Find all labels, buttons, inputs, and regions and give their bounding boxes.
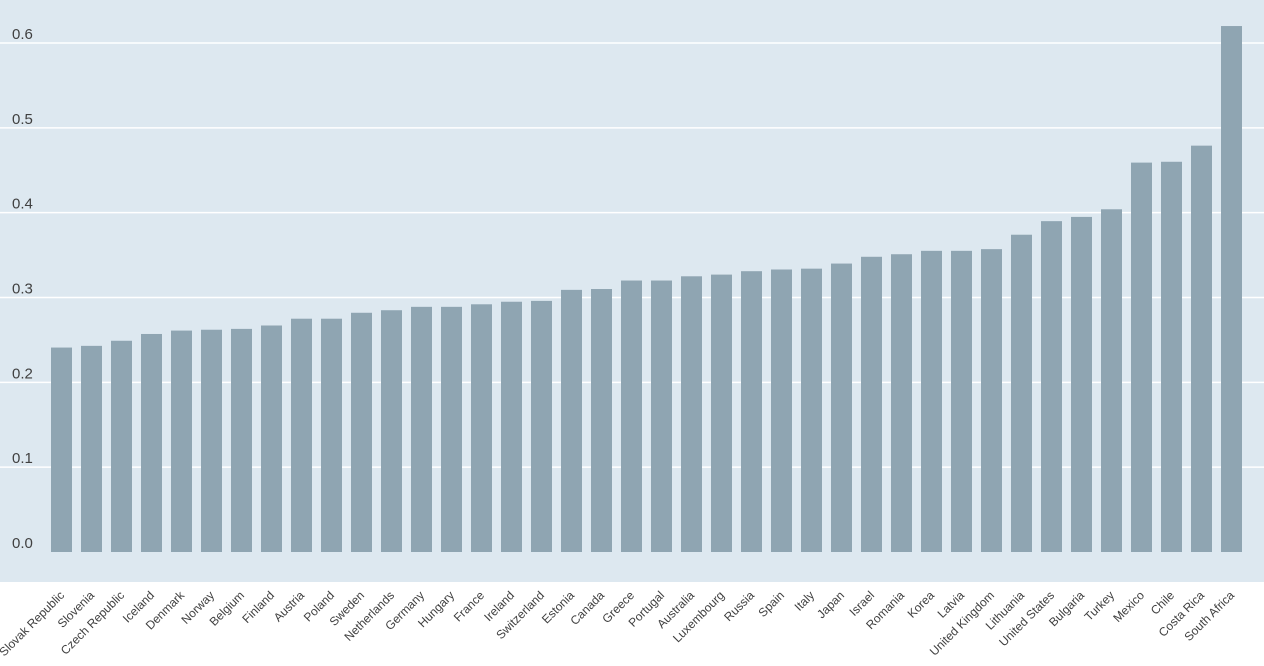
bar: [651, 280, 672, 552]
bar: [351, 312, 372, 552]
bar: [201, 329, 222, 552]
bar: [291, 318, 312, 552]
bar: [411, 306, 432, 552]
bar: [951, 250, 972, 552]
bar: [51, 347, 72, 552]
bar: [921, 250, 942, 552]
y-tick-label: 0.0: [12, 535, 33, 552]
bar: [531, 300, 552, 552]
x-tick-label: Canada: [567, 588, 607, 628]
x-tick-label: Turkey: [1082, 588, 1118, 624]
bar: [861, 256, 882, 552]
x-tick-label: Spain: [756, 588, 788, 620]
y-tick-label: 0.1: [12, 450, 33, 467]
bar: [681, 276, 702, 552]
bar: [1071, 216, 1092, 553]
bar: [111, 340, 132, 552]
bar: [381, 310, 402, 552]
bar: [81, 345, 102, 552]
y-tick-label: 0.5: [12, 111, 33, 128]
x-tick-label: Austria: [271, 588, 308, 625]
x-tick-label: Russia: [721, 588, 757, 624]
bar: [711, 274, 732, 552]
y-tick-label: 0.6: [12, 26, 33, 43]
x-tick-label: Japan: [814, 588, 847, 621]
bar: [981, 249, 1002, 552]
y-tick-label: 0.3: [12, 281, 33, 298]
bar: [1101, 209, 1122, 553]
bar: [1161, 161, 1182, 552]
bar: [261, 325, 282, 552]
bar: [1191, 145, 1212, 553]
bar: [471, 304, 492, 552]
y-tick-label: 0.4: [12, 196, 33, 213]
bar: [1041, 221, 1062, 552]
bar: [831, 263, 852, 552]
bar: [1221, 26, 1242, 553]
bar: [591, 289, 612, 552]
x-tick-label: Finland: [239, 588, 277, 626]
bar: [891, 254, 912, 553]
y-tick-label: 0.2: [12, 365, 33, 382]
bar: [771, 269, 792, 552]
bar: [321, 318, 342, 552]
x-tick-label: Italy: [792, 588, 817, 613]
bar: [561, 289, 582, 552]
bar: [441, 306, 462, 552]
bar: [801, 268, 822, 552]
bar: [141, 333, 162, 552]
x-tick-label: Mexico: [1110, 588, 1147, 625]
bar: [231, 328, 252, 552]
bar: [501, 301, 522, 552]
bar: [741, 271, 762, 552]
x-tick-label: Korea: [905, 588, 938, 621]
x-tick-label: France: [451, 588, 488, 625]
bar: [171, 330, 192, 552]
bar: [1011, 234, 1032, 552]
bar: [621, 280, 642, 552]
bar: [1131, 162, 1152, 553]
